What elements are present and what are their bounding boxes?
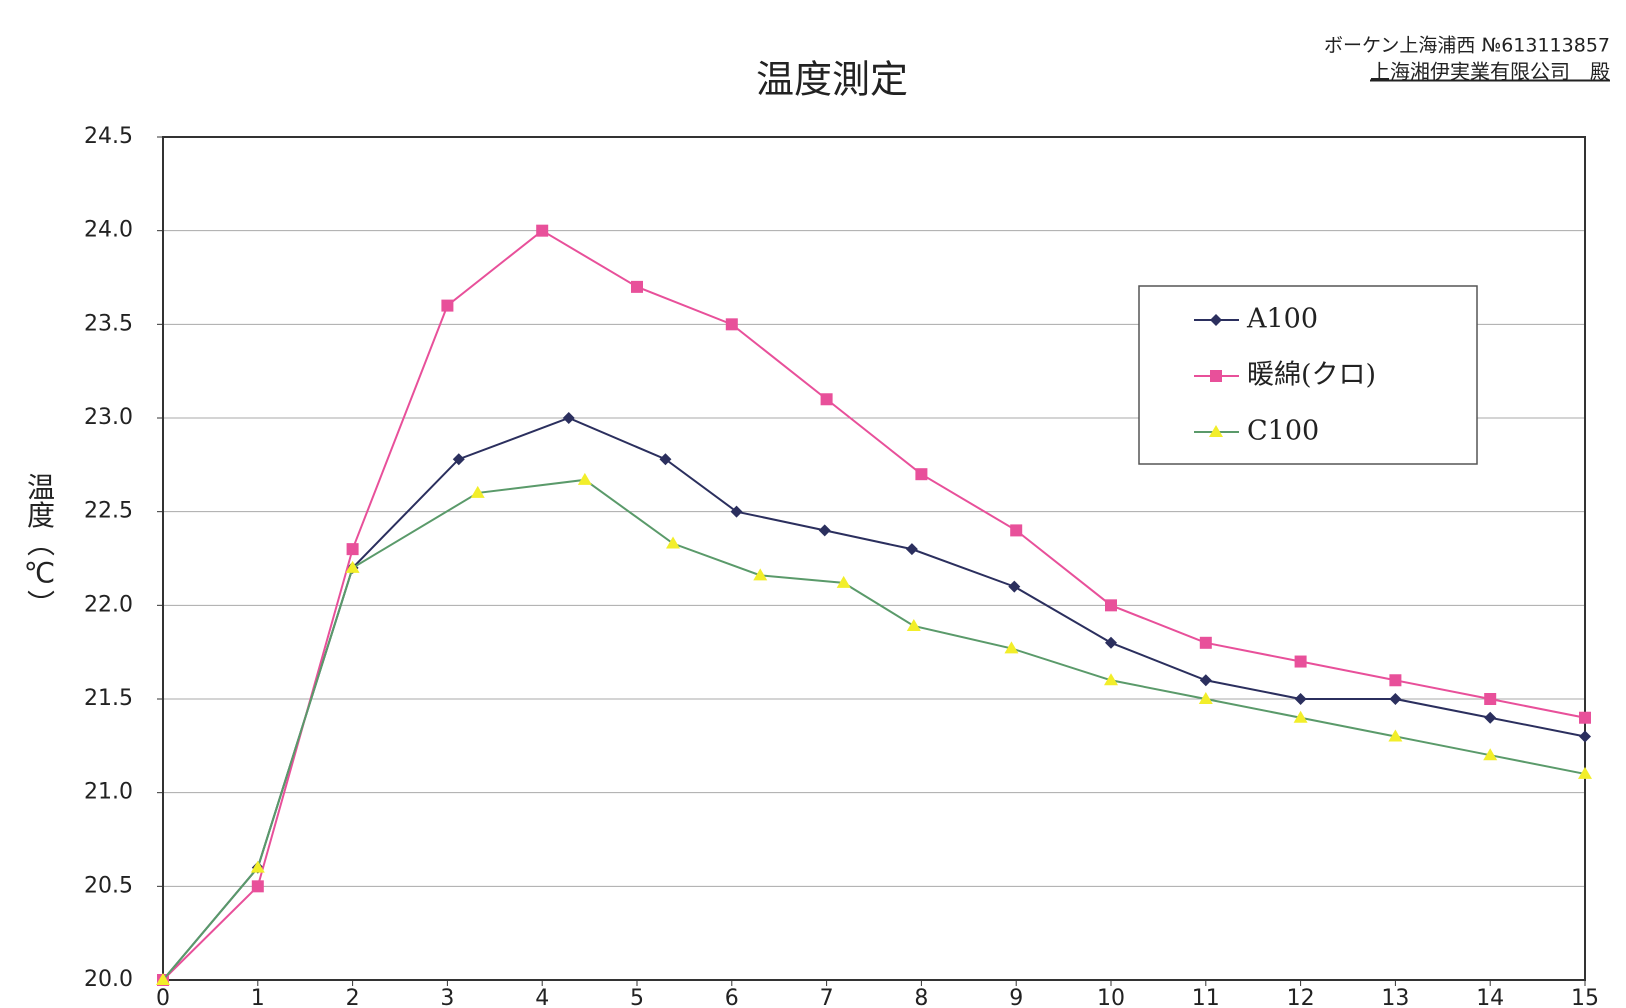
marker xyxy=(1484,711,1497,724)
series-line xyxy=(162,416,1586,981)
marker xyxy=(818,524,831,537)
marker xyxy=(1483,748,1498,761)
marker xyxy=(820,393,833,406)
legend-label: A100 xyxy=(1246,304,1318,335)
marker xyxy=(441,299,454,312)
x-tick-label: 3 xyxy=(440,986,454,1008)
x-tick-label: 8 xyxy=(914,986,928,1008)
marker xyxy=(915,468,928,481)
x-tick-label: 1 xyxy=(251,986,265,1008)
y-tick-label: 24.0 xyxy=(84,218,133,243)
marker xyxy=(577,472,592,485)
y-tick-label: 24.5 xyxy=(84,124,133,149)
legend-marker xyxy=(1210,370,1222,382)
x-tick-label: 2 xyxy=(346,986,360,1008)
marker xyxy=(1388,729,1403,742)
y-tick-label: 23.0 xyxy=(84,405,133,430)
marker xyxy=(1293,710,1308,723)
legend-label: C100 xyxy=(1247,416,1319,447)
x-tick-label: 0 xyxy=(156,986,170,1008)
marker xyxy=(905,543,918,556)
marker xyxy=(1004,641,1019,654)
marker xyxy=(906,618,921,631)
x-tick-label: 14 xyxy=(1476,986,1504,1008)
x-tick-label: 9 xyxy=(1009,986,1023,1008)
x-tick-label: 12 xyxy=(1287,986,1315,1008)
plot-frame xyxy=(162,136,1586,981)
y-axis-label: 温度（℃） xyxy=(23,473,56,618)
marker xyxy=(1105,599,1117,612)
x-tick-label: 10 xyxy=(1097,986,1125,1008)
y-tick-label: 22.0 xyxy=(84,592,133,617)
y-tick-label: 22.5 xyxy=(84,499,133,524)
marker xyxy=(1105,636,1117,649)
marker xyxy=(1198,692,1213,704)
marker xyxy=(346,543,359,556)
chart-title: 温度測定 xyxy=(756,58,908,102)
marker xyxy=(251,880,264,893)
marker xyxy=(1294,693,1307,705)
marker xyxy=(725,318,738,331)
header-line: 上海湘伊実業有限公司 殿 xyxy=(1370,60,1610,84)
x-tick-label: 5 xyxy=(630,986,644,1008)
marker xyxy=(753,568,768,581)
legend-label: 暖綿(クロ) xyxy=(1247,360,1376,391)
y-tick-label: 20.5 xyxy=(84,873,133,898)
legend-marker xyxy=(1209,425,1223,437)
marker xyxy=(1389,674,1402,687)
x-tick-label: 4 xyxy=(535,986,549,1008)
marker xyxy=(536,224,549,237)
marker xyxy=(250,860,265,873)
y-tick-label: 23.5 xyxy=(84,311,133,336)
x-tick-label: 15 xyxy=(1571,986,1599,1008)
legend-marker xyxy=(1210,314,1222,326)
marker xyxy=(1008,580,1021,593)
marker xyxy=(1199,636,1212,649)
y-tick-label: 20.0 xyxy=(84,967,133,992)
marker xyxy=(1010,524,1023,537)
y-tick-label: 21.0 xyxy=(84,780,133,805)
marker xyxy=(1484,693,1497,705)
marker xyxy=(470,485,485,498)
marker xyxy=(666,536,681,549)
marker xyxy=(562,412,575,424)
marker xyxy=(156,973,170,985)
marker xyxy=(836,575,851,588)
marker xyxy=(631,280,643,293)
marker xyxy=(1389,693,1402,705)
x-tick-label: 7 xyxy=(820,986,834,1008)
header-line: ボーケン上海浦西 №613113857 xyxy=(1324,35,1610,57)
series-line xyxy=(162,478,1586,981)
x-tick-label: 13 xyxy=(1381,986,1409,1008)
marker xyxy=(1294,655,1307,668)
marker xyxy=(1578,766,1592,779)
y-tick-label: 21.5 xyxy=(84,686,133,711)
marker xyxy=(659,453,672,466)
marker xyxy=(1104,673,1118,686)
series-line xyxy=(162,229,1586,981)
x-tick-label: 11 xyxy=(1192,986,1220,1008)
x-tick-label: 6 xyxy=(725,986,739,1008)
marker xyxy=(730,505,743,518)
marker xyxy=(1199,674,1212,687)
marker xyxy=(452,453,465,466)
marker xyxy=(1579,711,1591,724)
marker xyxy=(345,560,360,573)
marker xyxy=(1579,730,1591,743)
